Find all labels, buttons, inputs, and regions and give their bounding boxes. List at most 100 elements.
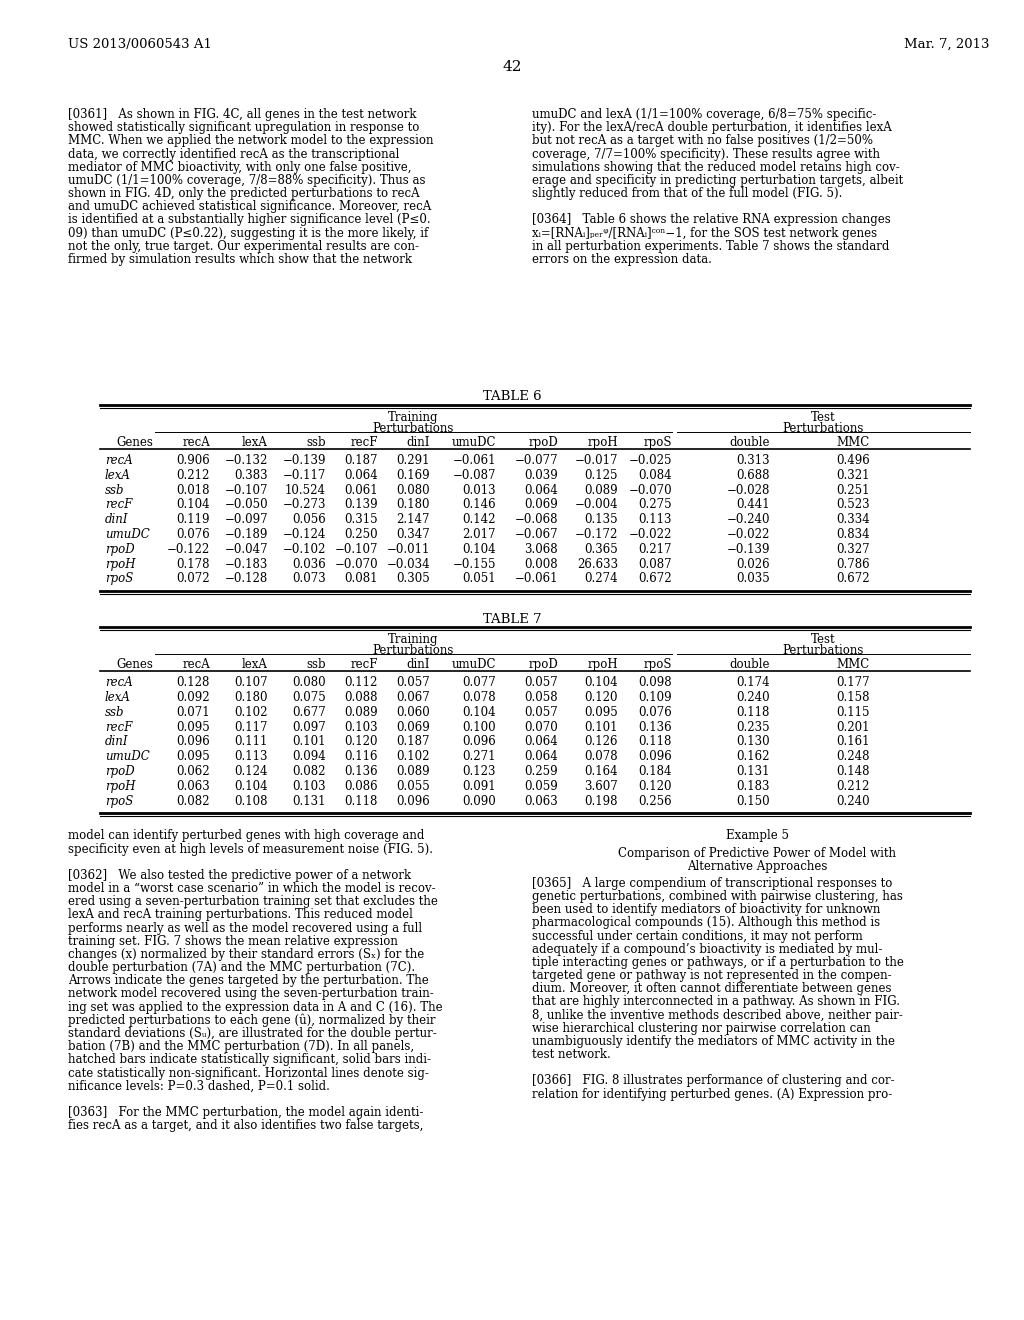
Text: bation (7B) and the MMC perturbation (7D). In all panels,: bation (7B) and the MMC perturbation (7D…: [68, 1040, 414, 1053]
Text: 0.187: 0.187: [344, 454, 378, 467]
Text: performs nearly as well as the model recovered using a full: performs nearly as well as the model rec…: [68, 921, 422, 935]
Text: 0.365: 0.365: [585, 543, 618, 556]
Text: 0.126: 0.126: [585, 735, 618, 748]
Text: −0.172: −0.172: [574, 528, 618, 541]
Text: 0.067: 0.067: [396, 690, 430, 704]
Text: 0.100: 0.100: [463, 721, 496, 734]
Text: US 2013/0060543 A1: US 2013/0060543 A1: [68, 38, 212, 51]
Text: −0.025: −0.025: [629, 454, 672, 467]
Text: recF: recF: [105, 499, 132, 511]
Text: 0.094: 0.094: [292, 750, 326, 763]
Text: −0.061: −0.061: [453, 454, 496, 467]
Text: 0.183: 0.183: [736, 780, 770, 793]
Text: [0362]   We also tested the predictive power of a network: [0362] We also tested the predictive pow…: [68, 869, 411, 882]
Text: 0.107: 0.107: [234, 676, 268, 689]
Text: 0.078: 0.078: [463, 690, 496, 704]
Text: double: double: [729, 436, 770, 449]
Text: 0.672: 0.672: [837, 573, 870, 585]
Text: 0.072: 0.072: [176, 573, 210, 585]
Text: 0.291: 0.291: [396, 454, 430, 467]
Text: rpoH: rpoH: [105, 780, 135, 793]
Text: 0.104: 0.104: [463, 543, 496, 556]
Text: 0.051: 0.051: [463, 573, 496, 585]
Text: −0.087: −0.087: [453, 469, 496, 482]
Text: firmed by simulation results which show that the network: firmed by simulation results which show …: [68, 253, 412, 265]
Text: 0.113: 0.113: [639, 513, 672, 527]
Text: 0.142: 0.142: [463, 513, 496, 527]
Text: −0.139: −0.139: [726, 543, 770, 556]
Text: 0.275: 0.275: [638, 499, 672, 511]
Text: 0.161: 0.161: [837, 735, 870, 748]
Text: umuDC: umuDC: [452, 659, 496, 671]
Text: 0.090: 0.090: [462, 795, 496, 808]
Text: 0.198: 0.198: [585, 795, 618, 808]
Text: umuDC (1/1=100% coverage, 7/8=88% specificity). Thus as: umuDC (1/1=100% coverage, 7/8=88% specif…: [68, 174, 426, 187]
Text: 0.096: 0.096: [638, 750, 672, 763]
Text: not the only, true target. Our experimental results are con-: not the only, true target. Our experimen…: [68, 240, 419, 252]
Text: rpoS: rpoS: [105, 573, 133, 585]
Text: 0.080: 0.080: [293, 676, 326, 689]
Text: 0.217: 0.217: [639, 543, 672, 556]
Text: ity). For the lexA/recA double perturbation, it identifies lexA: ity). For the lexA/recA double perturbat…: [532, 121, 892, 135]
Text: −0.004: −0.004: [574, 499, 618, 511]
Text: 10.524: 10.524: [285, 483, 326, 496]
Text: 2.147: 2.147: [396, 513, 430, 527]
Text: 0.112: 0.112: [345, 676, 378, 689]
Text: lexA: lexA: [105, 469, 131, 482]
Text: 0.135: 0.135: [585, 513, 618, 527]
Text: 0.441: 0.441: [736, 499, 770, 511]
Text: −0.047: −0.047: [224, 543, 268, 556]
Text: 0.087: 0.087: [638, 557, 672, 570]
Text: 0.056: 0.056: [292, 513, 326, 527]
Text: 0.064: 0.064: [524, 750, 558, 763]
Text: 0.089: 0.089: [344, 706, 378, 719]
Text: 0.118: 0.118: [639, 735, 672, 748]
Text: simulations showing that the reduced model retains high cov-: simulations showing that the reduced mod…: [532, 161, 900, 174]
Text: Perturbations: Perturbations: [373, 644, 455, 657]
Text: 0.496: 0.496: [837, 454, 870, 467]
Text: 0.108: 0.108: [234, 795, 268, 808]
Text: rpoD: rpoD: [528, 659, 558, 671]
Text: dinI: dinI: [407, 659, 430, 671]
Text: 0.064: 0.064: [344, 469, 378, 482]
Text: 0.102: 0.102: [396, 750, 430, 763]
Text: ered using a seven-perturbation training set that excludes the: ered using a seven-perturbation training…: [68, 895, 438, 908]
Text: dium. Moreover, it often cannot differentiate between genes: dium. Moreover, it often cannot differen…: [532, 982, 892, 995]
Text: 0.063: 0.063: [176, 780, 210, 793]
Text: 0.162: 0.162: [736, 750, 770, 763]
Text: 0.180: 0.180: [396, 499, 430, 511]
Text: training set. FIG. 7 shows the mean relative expression: training set. FIG. 7 shows the mean rela…: [68, 935, 398, 948]
Text: Mar. 7, 2013: Mar. 7, 2013: [904, 38, 990, 51]
Text: 0.334: 0.334: [837, 513, 870, 527]
Text: pharmacological compounds (15). Although this method is: pharmacological compounds (15). Although…: [532, 916, 880, 929]
Text: showed statistically significant upregulation in response to: showed statistically significant upregul…: [68, 121, 420, 135]
Text: −0.107: −0.107: [224, 483, 268, 496]
Text: 0.091: 0.091: [463, 780, 496, 793]
Text: 0.124: 0.124: [234, 766, 268, 777]
Text: −0.068: −0.068: [514, 513, 558, 527]
Text: 0.095: 0.095: [176, 721, 210, 734]
Text: 0.178: 0.178: [176, 557, 210, 570]
Text: Example 5: Example 5: [725, 829, 788, 842]
Text: −0.132: −0.132: [224, 454, 268, 467]
Text: 0.069: 0.069: [524, 499, 558, 511]
Text: 0.146: 0.146: [463, 499, 496, 511]
Text: umuDC: umuDC: [105, 750, 150, 763]
Text: 0.118: 0.118: [345, 795, 378, 808]
Text: 0.523: 0.523: [837, 499, 870, 511]
Text: 0.036: 0.036: [292, 557, 326, 570]
Text: 3.068: 3.068: [524, 543, 558, 556]
Text: lexA: lexA: [105, 690, 131, 704]
Text: and umuDC achieved statistical significance. Moreover, recA: and umuDC achieved statistical significa…: [68, 201, 431, 214]
Text: successful under certain conditions, it may not perform: successful under certain conditions, it …: [532, 929, 863, 942]
Text: recF: recF: [350, 659, 378, 671]
Text: 0.125: 0.125: [585, 469, 618, 482]
Text: 0.169: 0.169: [396, 469, 430, 482]
Text: ssb: ssb: [105, 483, 125, 496]
Text: 0.136: 0.136: [344, 766, 378, 777]
Text: −0.117: −0.117: [283, 469, 326, 482]
Text: 0.201: 0.201: [837, 721, 870, 734]
Text: −0.070: −0.070: [629, 483, 672, 496]
Text: 0.315: 0.315: [344, 513, 378, 527]
Text: 0.057: 0.057: [524, 676, 558, 689]
